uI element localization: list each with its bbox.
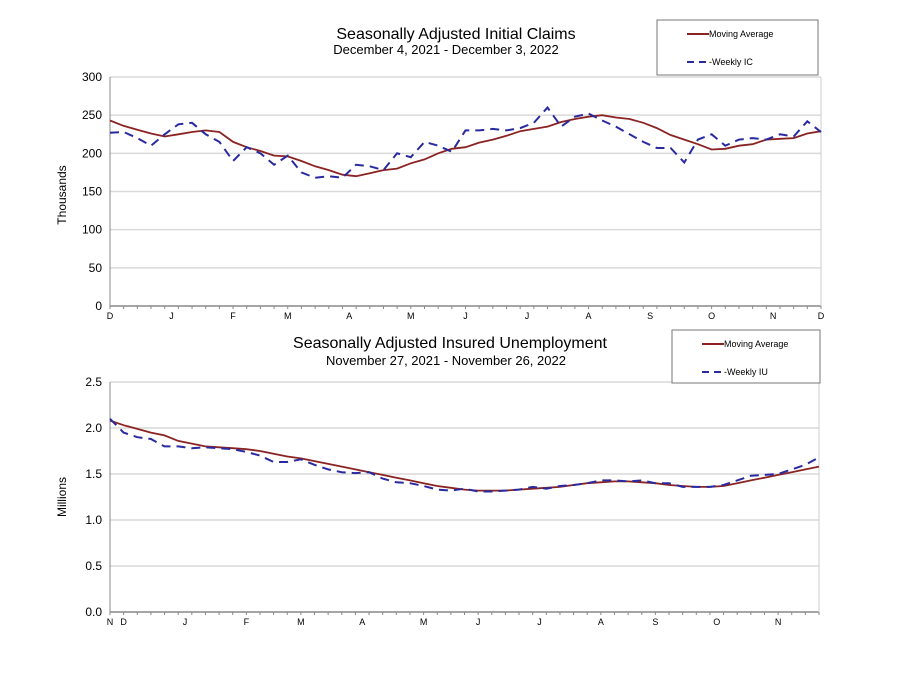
chart1-ytick-label: 250 [82, 108, 102, 122]
chart2-xtick-label: A [359, 617, 365, 627]
chart1-ylabel: Thousands [55, 165, 69, 224]
chart2-ytick-label: 0.5 [85, 559, 102, 573]
chart1-xtick-label: M [284, 311, 292, 321]
chart1-xtick-label: F [230, 311, 236, 321]
chart2-legend-box [671, 329, 821, 384]
chart1-ytick-label: 150 [82, 185, 102, 199]
chart2-legend-label: Moving Average [724, 339, 788, 349]
chart2-xtick-label: F [244, 617, 250, 627]
chart1-xtick-label: A [346, 311, 352, 321]
chart1-xtick-label: J [169, 311, 174, 321]
chart1-xtick-label: D [818, 311, 825, 321]
chart2-title: Seasonally Adjusted Insured Unemployment [293, 335, 608, 352]
chart2-ytick-label: 0.0 [85, 605, 102, 619]
chart1-ytick-label: 0 [95, 299, 102, 313]
chart1-xtick-label: D [107, 311, 114, 321]
chart2-xtick-label: M [420, 617, 428, 627]
chart1-ytick-label: 50 [89, 261, 103, 275]
chart1-ytick-label: 100 [82, 223, 102, 237]
chart2-xtick-label: A [598, 617, 604, 627]
chart2-ylabel: Millions [55, 477, 69, 517]
chart2-series-moving-average [109, 419, 820, 492]
chart1-legend-label: Moving Average [709, 29, 773, 39]
chart2-xtick-label: M [297, 617, 305, 627]
chart2-xtick-label: S [652, 617, 658, 627]
chart1-legend-label: -Weekly IC [709, 57, 753, 67]
chart2-xtick-label: N [107, 617, 114, 627]
chart1-xtick-label: J [463, 311, 468, 321]
chart1-series-weekly-ic [109, 105, 822, 179]
chart1-ytick-label: 200 [82, 146, 102, 160]
chart2-xtick-label: N [775, 617, 782, 627]
chart1-ytick-label: 300 [82, 70, 102, 84]
chart2-subtitle: November 27, 2021 - November 26, 2022 [326, 353, 566, 368]
chart2-ytick-label: 2.0 [85, 421, 102, 435]
chart1-legend-box [656, 19, 819, 76]
chart1-xtick-label: N [770, 311, 777, 321]
chart2-ytick-label: 1.0 [85, 513, 102, 527]
chart2-series-weekly-iu [109, 418, 820, 493]
chart2-legend-label: -Weekly IU [724, 367, 768, 377]
chart1-xtick-label: J [525, 311, 530, 321]
chart2-xtick-label: D [120, 617, 127, 627]
chart1-series-moving-average [109, 114, 822, 178]
chart1-xtick-label: O [708, 311, 715, 321]
chart2-xtick-label: J [537, 617, 542, 627]
chart2-xtick-label: J [476, 617, 481, 627]
chart2-xtick-label: O [713, 617, 720, 627]
chart1-subtitle: December 4, 2021 - December 3, 2022 [333, 42, 558, 57]
chart1-xtick-label: S [647, 311, 653, 321]
chart1-xtick-label: M [407, 311, 415, 321]
chart2-xtick-label: J [183, 617, 188, 627]
chart2-ytick-label: 2.5 [85, 375, 102, 389]
chart2-ytick-label: 1.5 [85, 467, 102, 481]
chart1-xtick-label: A [586, 311, 592, 321]
chart1-title: Seasonally Adjusted Initial Claims [336, 26, 575, 43]
